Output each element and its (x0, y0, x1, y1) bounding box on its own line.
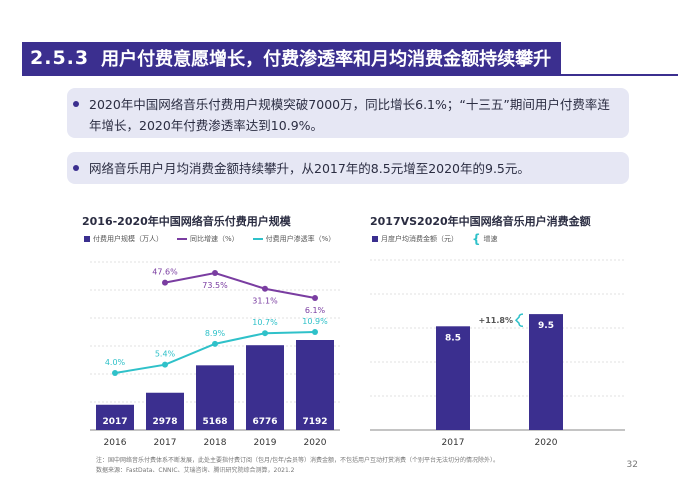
penetration-label: 10.9% (302, 317, 328, 326)
legend-item-growth: 同比增速（%） (177, 234, 239, 244)
legend-item-growth-rate: {增速 (472, 232, 498, 246)
penetration-point (112, 370, 118, 376)
chart2-legend: 月度户均消费金额（元） {增速 (372, 232, 508, 246)
chart1-legend: 付费用户规模（万人） 同比增速（%） 付费用户渗透率（%） (84, 234, 345, 244)
bar (296, 340, 334, 430)
legend-bar-swatch (84, 236, 90, 242)
bullet-text-1: 2020年中国网络音乐付费用户规模突破7000万，同比增长6.1%；“十三五”期… (89, 97, 610, 133)
growth-point (312, 295, 318, 301)
bar-value-label: 5168 (202, 417, 227, 427)
legend-label: 增速 (483, 235, 498, 243)
legend-line-swatch (252, 238, 263, 240)
bullet-box-1: 2020年中国网络音乐付费用户规模突破7000万，同比增长6.1%；“十三五”期… (67, 88, 629, 138)
legend-label: 付费用户规模（万人） (93, 235, 163, 243)
x-tick-label: 2018 (204, 438, 227, 448)
penetration-label: 4.0% (105, 358, 126, 367)
growth-point (162, 279, 168, 286)
penetration-label: 10.7% (252, 318, 278, 327)
bar-value-label: 2978 (152, 417, 177, 427)
x-tick-label: 2020 (304, 438, 327, 448)
chart2-title: 2017VS2020年中国网络音乐用户消费金额 (370, 215, 591, 228)
page-number: 32 (626, 460, 638, 470)
growth-label: 47.6% (152, 268, 178, 277)
bullet-dot-icon (73, 101, 79, 107)
legend-label: 付费用户渗透率（%） (265, 235, 336, 243)
bar (96, 404, 134, 430)
penetration-point (212, 340, 218, 347)
x-tick-label: 2017 (154, 438, 177, 448)
chart1-title: 2016-2020年中国网络音乐付费用户规模 (82, 215, 291, 228)
legend-item-users: 付费用户规模（万人） (84, 234, 163, 244)
legend-label: 月度户均消费金额（元） (381, 235, 458, 243)
bar (246, 345, 284, 430)
growth-label: 31.1% (252, 297, 278, 306)
bar (196, 365, 234, 430)
growth-point (212, 270, 218, 276)
legend-item-penetration: 付费用户渗透率（%） (252, 234, 336, 244)
section-title: 用户付费意愿增长，付费渗透率和月均消费金额持续攀升 (97, 42, 562, 74)
footnote: 注：国中网络音乐付费体系不断发展，此处主要指付费订阅（包月/包年/会员等）消费金… (96, 456, 596, 476)
legend-label: 同比增速（%） (190, 235, 239, 243)
legend-bar-swatch (372, 236, 378, 242)
x-tick-label: 2019 (254, 438, 277, 448)
bar-value-label: 7192 (302, 417, 327, 427)
bullet-box-2: 网络音乐用户月均消费金额持续攀升，从2017年的8.5元增至2020年的9.5元… (67, 152, 629, 184)
penetration-point (262, 330, 268, 337)
brace-icon: { (472, 232, 481, 246)
bar (146, 392, 184, 430)
bar-value-label: 6776 (252, 417, 277, 427)
legend-item-spend: 月度户均消费金额（元） (372, 234, 458, 244)
growth-line (164, 271, 316, 299)
footnote-line-1: 注：国中网络音乐付费体系不断发展，此处主要指付费订阅（包月/包年/会员等）消费金… (96, 457, 500, 464)
growth-label: 6.1% (305, 306, 326, 315)
bullet-dot-icon (73, 165, 79, 171)
growth-label: 73.5% (202, 281, 228, 290)
footnote-line-2: 数据来源：FastData、CNNIC、艾瑞咨询、腾讯研究院综合测算，2021.… (96, 467, 295, 474)
penetration-label: 5.4% (155, 350, 176, 359)
legend-line-swatch (177, 238, 187, 240)
bar-value-label: 2017 (102, 417, 127, 427)
bullet-text-2: 网络音乐用户月均消费金额持续攀升，从2017年的8.5元增至2020年的9.5元… (89, 161, 530, 176)
penetration-point (312, 329, 318, 335)
section-number: 2.5.3 (22, 42, 98, 74)
growth-point (262, 285, 268, 292)
x-tick-label: 2016 (104, 438, 127, 448)
section-header: 2.5.3 用户付费意愿增长，付费渗透率和月均消费金额持续攀升 (22, 42, 678, 76)
penetration-point (162, 361, 168, 368)
penetration-label: 8.9% (205, 329, 226, 338)
